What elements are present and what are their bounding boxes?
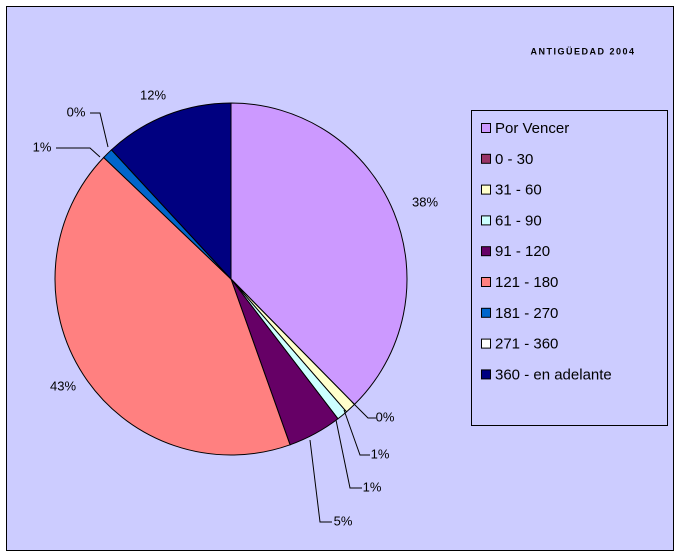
data-label: 12% xyxy=(140,87,166,102)
leader-line xyxy=(351,401,376,419)
legend-label: 61 - 90 xyxy=(495,212,542,229)
legend-swatch xyxy=(481,123,491,133)
pie-slice xyxy=(54,156,291,456)
legend-label: 271 - 360 xyxy=(495,336,558,353)
legend-swatch xyxy=(481,184,491,195)
chart-title: ANTIGÜEDAD 2004 xyxy=(530,46,635,56)
pie-slice xyxy=(110,102,232,281)
data-label: 1% xyxy=(33,139,52,154)
data-label: 0% xyxy=(67,104,86,119)
pie-slice xyxy=(230,102,408,406)
data-label: 5% xyxy=(334,513,353,528)
legend-label: 31 - 60 xyxy=(495,182,542,199)
legend-swatch xyxy=(481,153,491,164)
legend-label: Por Vencer xyxy=(495,120,569,137)
legend-swatch xyxy=(481,246,491,257)
leader-line xyxy=(90,112,109,148)
leader-line xyxy=(56,147,101,158)
leader-line xyxy=(343,409,370,456)
legend-label: 360 - en adelante xyxy=(495,366,612,383)
legend-label: 0 - 30 xyxy=(495,151,533,168)
legend-swatch xyxy=(481,277,491,287)
data-label: 0% xyxy=(376,409,395,424)
legend xyxy=(471,110,668,426)
legend-swatch xyxy=(481,307,491,318)
legend-swatch xyxy=(481,338,491,349)
legend-swatch xyxy=(481,369,491,380)
data-label: 1% xyxy=(363,479,382,494)
data-label: 38% xyxy=(412,194,438,209)
legend-label: 121 - 180 xyxy=(495,274,558,291)
data-label: 1% xyxy=(371,446,390,461)
legend-swatch xyxy=(481,215,491,226)
legend-label: 91 - 120 xyxy=(495,243,550,260)
legend-label: 181 - 270 xyxy=(495,305,558,322)
leader-line xyxy=(309,439,332,523)
leader-line xyxy=(335,419,362,489)
data-label: 43% xyxy=(50,378,76,393)
